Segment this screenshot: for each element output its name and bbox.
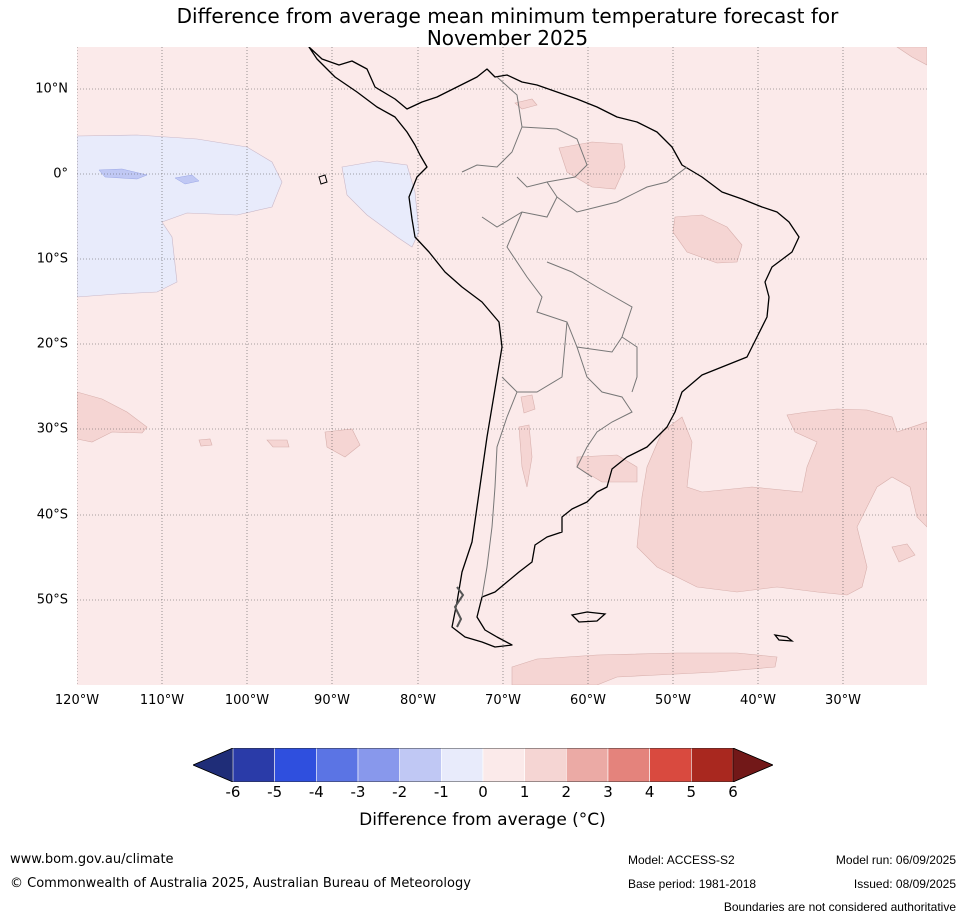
longitude-label: 70°W [485, 693, 521, 708]
colorbar-label: Difference from average (°C) [359, 810, 606, 830]
latitude-label: 0° [53, 166, 68, 182]
south-georgia-island [773, 634, 795, 642]
warm-anomaly-region [558, 141, 626, 190]
colorbar-segment [607, 748, 650, 782]
falkland-islands [570, 611, 607, 623]
colorbar-segment [274, 748, 317, 782]
colorbar-under-arrow [193, 748, 234, 782]
colorbar [193, 748, 773, 782]
latitude-label: 50°S [36, 592, 68, 608]
warm-anomaly-region [891, 543, 916, 563]
warm-anomaly-region [636, 408, 927, 596]
country-borders [461, 76, 688, 598]
longitude-label: 30°W [825, 693, 861, 708]
issued-date: Issued: 08/09/2025 [853, 877, 956, 891]
colorbar-tick-label: 0 [478, 783, 488, 801]
longitude-label: 110°W [139, 693, 185, 708]
longitude-label: 50°W [655, 693, 691, 708]
colorbar-segment [441, 748, 484, 782]
longitude-label: 60°W [570, 693, 606, 708]
colorbar-tick-label: -1 [433, 783, 449, 801]
colorbar-over-arrow [732, 748, 773, 782]
colorbar-segment [566, 748, 609, 782]
model-name: Model: ACCESS-S2 [628, 853, 735, 867]
colorbar-tick-label: -3 [350, 783, 366, 801]
base-period: Base period: 1981-2018 [628, 877, 757, 891]
latitude-label: 30°S [36, 421, 68, 437]
latitude-label: 20°S [36, 336, 68, 352]
warm-anomaly-region [514, 98, 538, 110]
model-run-date: Model run: 06/09/2025 [835, 853, 956, 867]
longitude-label: 40°W [740, 693, 776, 708]
warm-anomaly-region [511, 652, 778, 685]
title-line-1: Difference from average mean minimum tem… [176, 4, 839, 28]
colorbar-segment [482, 748, 525, 782]
cool-anomaly-region [341, 160, 420, 248]
colorbar-tick-label: 1 [519, 783, 530, 801]
warm-anomaly-region [896, 47, 927, 66]
chilean-fjord-islands [453, 586, 465, 628]
colorbar-tick-label: 4 [644, 783, 655, 801]
copyright-text: © Commonwealth of Australia 2025, Austra… [10, 876, 471, 891]
map-title: Difference from average mean minimum tem… [0, 5, 965, 49]
colorbar-tick-label: 3 [603, 783, 613, 801]
colorbar-tick-label: -2 [392, 783, 408, 801]
warm-anomaly-region [520, 394, 536, 414]
warm-anomaly-region [324, 428, 361, 458]
graticule [77, 47, 927, 685]
colorbar-segment [357, 748, 400, 782]
colorbar-segment [232, 748, 275, 782]
website-link[interactable]: www.bom.gov.au/climate [10, 852, 174, 867]
longitude-label: 120°W [54, 693, 100, 708]
warm-anomaly-region [672, 214, 743, 264]
latitude-label: 40°S [36, 507, 68, 523]
colorbar-segment [399, 748, 442, 782]
longitude-label: 100°W [224, 693, 270, 708]
colorbar-tick-label: -6 [225, 783, 241, 801]
warm-anomaly-region [266, 439, 290, 448]
colorbar-tick-label: 2 [561, 783, 572, 801]
cooler-anomaly-region [98, 168, 148, 180]
colorbar-segment [691, 748, 734, 782]
south-america-coastline [308, 47, 800, 648]
longitude-label: 80°W [400, 693, 436, 708]
longitude-label: 90°W [314, 693, 350, 708]
warm-anomaly-region [518, 424, 533, 488]
warm-anomaly-region [198, 438, 213, 447]
colorbar-tick-label: -4 [308, 783, 324, 801]
colorbar-segment [524, 748, 567, 782]
colorbar-tick-label: 5 [686, 783, 697, 801]
boundary-disclaimer: Boundaries are not considered authoritat… [723, 900, 956, 914]
colorbar-segment [649, 748, 692, 782]
colorbar-segment [316, 748, 359, 782]
forecast-map [77, 47, 927, 685]
title-line-2: November 2025 [426, 26, 589, 50]
latitude-label: 10°S [36, 251, 68, 267]
colorbar-tick-label: 6 [728, 783, 738, 801]
warm-anomaly-region [77, 391, 148, 443]
colorbar-tick-label: -5 [267, 783, 283, 801]
cooler-anomaly-region [174, 174, 200, 185]
galapagos-islands [318, 174, 328, 185]
latitude-label: 10°N [35, 81, 68, 97]
